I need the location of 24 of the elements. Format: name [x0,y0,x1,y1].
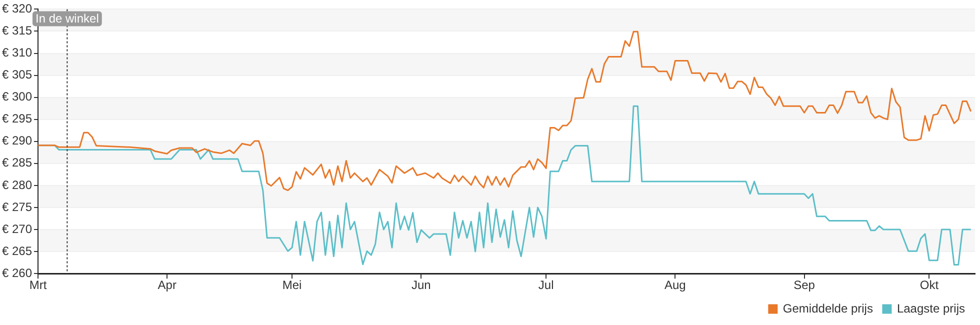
legend-label: Laagste prijs [896,301,966,316]
x-tick-label: Jun [411,278,431,292]
y-tick-label: € 270 [2,222,32,236]
y-tick-label: € 290 [2,134,32,148]
y-tick-label: € 285 [2,156,32,170]
x-tick-label: Apr [158,278,176,292]
y-tick-label: € 320 [2,2,32,16]
x-tick-label: Mrt [29,278,48,292]
x-tick-label: Okt [920,278,940,292]
y-tick-label: € 280 [2,178,32,192]
y-tick-label: € 295 [2,112,32,126]
x-tick-label: Mei [282,278,302,292]
legend-label: Gemiddelde prijs [782,301,873,316]
x-tick-label: Aug [664,278,686,292]
ref-line-label: In de winkel [35,12,99,26]
y-tick-label: € 310 [2,46,32,60]
y-tick-label: € 265 [2,244,32,258]
x-tick-label: Sep [794,278,816,292]
x-tick-label: Jul [538,278,554,292]
y-tick-label: € 260 [2,266,32,280]
y-tick-label: € 275 [2,200,32,214]
y-tick-label: € 315 [2,24,32,38]
y-tick-label: € 305 [2,68,32,82]
y-tick-label: € 300 [2,90,32,104]
